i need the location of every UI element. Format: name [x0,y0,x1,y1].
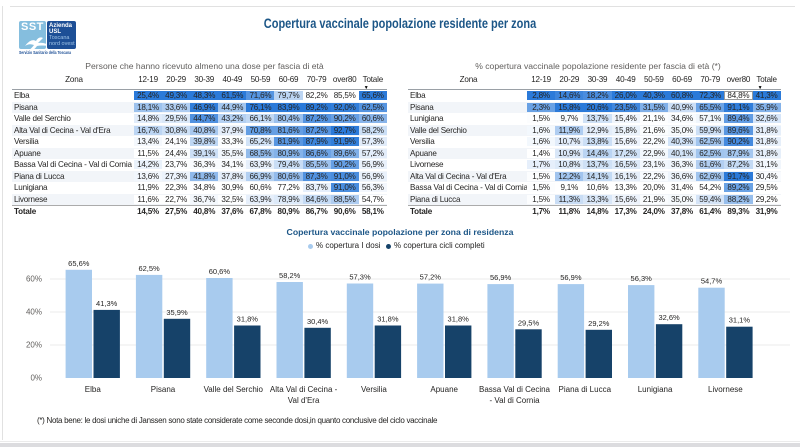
svg-text:Alta Val di Cecina -: Alta Val di Cecina - [270,385,338,394]
svg-text:Valle del Serchio: Valle del Serchio [204,385,264,394]
svg-text:56,9%: 56,9% [490,273,512,282]
svg-text:Bassa Val di Cecina: Bassa Val di Cecina [479,385,551,394]
svg-text:30,4%: 30,4% [307,317,329,326]
svg-text:Val d'Era: Val d'Era [288,396,320,405]
svg-text:58,2%: 58,2% [279,271,301,280]
svg-text:Livornese: Livornese [708,385,743,394]
svg-text:Pisana: Pisana [151,385,176,394]
svg-text:54,7%: 54,7% [701,277,723,286]
svg-text:40%: 40% [26,308,42,317]
svg-text:31,8%: 31,8% [377,315,399,324]
svg-text:29,2%: 29,2% [588,319,610,328]
svg-text:29,5%: 29,5% [518,318,540,327]
svg-text:57,2%: 57,2% [420,273,442,282]
svg-text:Elba: Elba [85,385,102,394]
svg-text:60,6%: 60,6% [209,267,231,276]
svg-text:Lunigiana: Lunigiana [638,385,673,394]
svg-text:65,6%: 65,6% [68,259,90,268]
svg-text:Apuane: Apuane [430,385,458,394]
svg-text:20%: 20% [26,341,42,350]
svg-text:31,8%: 31,8% [237,315,259,324]
svg-text:32,6%: 32,6% [658,313,680,322]
svg-text:56,9%: 56,9% [560,273,582,282]
svg-text:35,9%: 35,9% [166,308,188,317]
svg-text:60%: 60% [26,275,42,284]
svg-text:31,8%: 31,8% [448,315,470,324]
svg-text:62,5%: 62,5% [138,264,160,273]
svg-text:41,3%: 41,3% [96,299,118,308]
svg-text:0%: 0% [30,374,42,383]
svg-text:56,3%: 56,3% [631,274,653,283]
svg-text:- Val di Cornia: - Val di Cornia [489,396,540,405]
svg-text:Piana di Lucca: Piana di Lucca [559,385,612,394]
svg-text:57,3%: 57,3% [349,273,371,282]
svg-text:Versilia: Versilia [361,385,387,394]
svg-text:31,1%: 31,1% [729,316,751,325]
